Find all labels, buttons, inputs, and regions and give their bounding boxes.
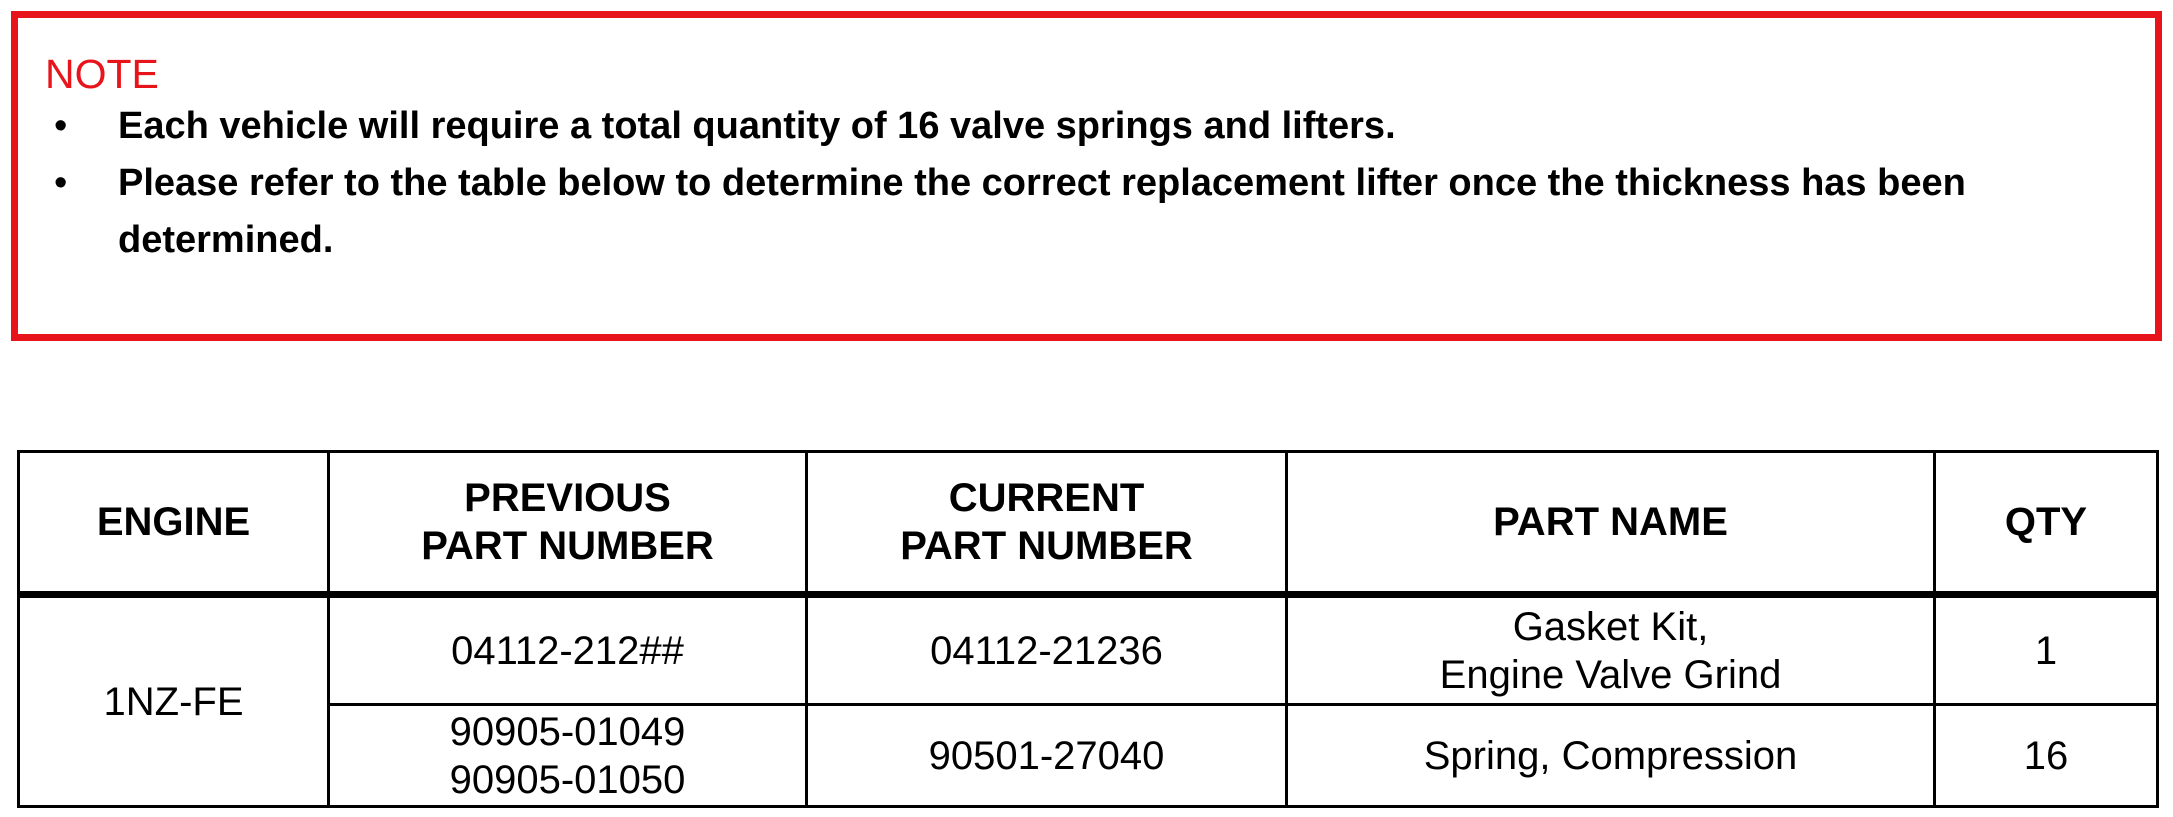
table-header-row: ENGINE PREVIOUS PART NUMBER CURRENT PART N… (17, 450, 2159, 598)
bullet-icon: • (54, 105, 68, 147)
header-part-name: PART NAME (1285, 450, 1936, 598)
previous-part-cell: 90905-01049 90905-01050 (327, 703, 808, 808)
bullet-text: Please refer to the table below to deter… (118, 162, 1966, 261)
note-title: NOTE (45, 51, 159, 97)
header-previous-part-number: PREVIOUS PART NUMBER (327, 450, 808, 598)
part-name-cell: Gasket Kit, Engine Valve Grind (1285, 593, 1936, 706)
parts-table: ENGINE PREVIOUS PART NUMBER CURRENT PART N… (17, 450, 2159, 808)
engine-cell: 1NZ-FE (17, 593, 330, 808)
note-box: NOTE • Each vehicle will require a total… (11, 11, 2162, 341)
qty-cell: 16 (1933, 703, 2159, 808)
header-current-part-number: CURRENT PART NUMBER (805, 450, 1288, 598)
table-row: 1NZ-FE 04112-212## 04112-21236 Gasket Ki… (17, 593, 2159, 808)
current-part-cell: 04112-21236 (805, 593, 1288, 706)
header-qty: QTY (1933, 450, 2159, 598)
current-part-cell: 90501-27040 (805, 703, 1288, 808)
bullet-icon: • (54, 162, 68, 204)
header-engine: ENGINE (17, 450, 330, 598)
part-name-cell: Spring, Compression (1285, 703, 1936, 808)
qty-cell: 1 (1933, 593, 2159, 706)
previous-part-cell: 04112-212## (327, 593, 808, 706)
bullet-text: Each vehicle will require a total quanti… (118, 105, 1396, 147)
table-row: 90905-01049 90905-01050 90501-27040 Sprin… (19, 703, 2159, 808)
